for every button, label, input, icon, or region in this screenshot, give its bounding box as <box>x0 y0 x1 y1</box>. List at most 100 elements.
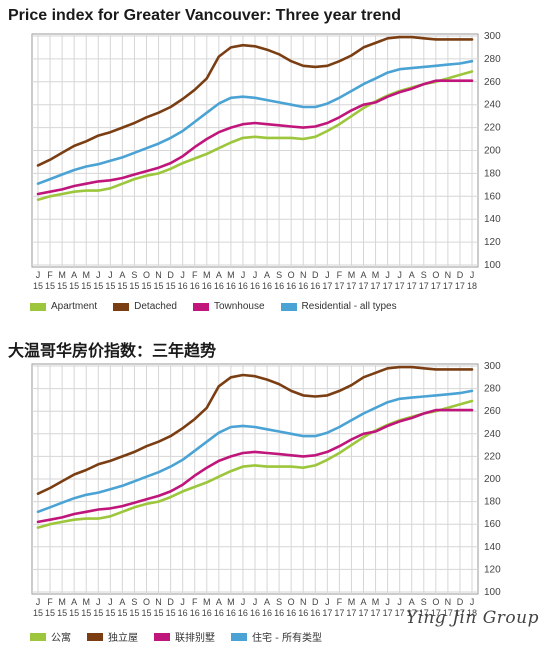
x-tick-year: 16 <box>190 608 200 618</box>
x-tick-year: 18 <box>467 608 477 618</box>
legend-chinese: 公寓 独立屋 联排别墅 住宅 - 所有类型 <box>30 629 322 644</box>
x-tick-month: S <box>131 597 137 607</box>
x-tick-month: M <box>58 597 66 607</box>
x-tick-year: 16 <box>226 608 236 618</box>
x-tick-month: O <box>143 597 150 607</box>
legend-label: Residential - all types <box>301 301 397 312</box>
legend-swatch <box>280 302 297 311</box>
legend-label: Townhouse <box>213 301 265 312</box>
x-tick-year: 17 <box>371 281 381 291</box>
x-tick-month: A <box>409 597 415 607</box>
legend-swatch <box>87 632 103 641</box>
x-tick-month: M <box>203 597 211 607</box>
x-tick-year: 17 <box>346 281 356 291</box>
x-tick-month: A <box>409 270 415 280</box>
x-tick-month: F <box>337 270 343 280</box>
x-tick-year: 16 <box>310 281 320 291</box>
legend-label: 独立屋 <box>108 633 138 644</box>
x-tick-year: 16 <box>286 281 296 291</box>
x-tick-year: 15 <box>117 608 127 618</box>
legend-swatch <box>30 632 46 641</box>
x-tick-month: M <box>227 597 235 607</box>
x-tick-year: 15 <box>81 281 91 291</box>
x-tick-month: D <box>167 270 174 280</box>
y-tick-label: 120 <box>484 237 501 248</box>
x-tick-month: A <box>216 270 222 280</box>
x-tick-year: 15 <box>105 608 115 618</box>
x-tick-month: F <box>47 270 53 280</box>
x-tick-month: N <box>155 597 162 607</box>
x-tick-year: 16 <box>178 608 188 618</box>
x-tick-month: J <box>96 270 101 280</box>
y-tick-label: 240 <box>484 429 501 440</box>
legend-label: 联排别墅 <box>175 633 215 644</box>
y-tick-label: 220 <box>484 123 501 134</box>
x-tick-year: 16 <box>310 608 320 618</box>
x-tick-year: 15 <box>69 281 79 291</box>
x-tick-month: J <box>108 597 113 607</box>
legend-item-townhouse: Townhouse <box>192 301 265 312</box>
x-tick-year: 15 <box>141 281 151 291</box>
legend-item-townhouse: 联排别墅 <box>154 629 215 644</box>
x-tick-month: F <box>192 597 198 607</box>
y-tick-label: 180 <box>484 497 501 508</box>
x-tick-year: 15 <box>45 281 55 291</box>
x-tick-month: S <box>276 270 282 280</box>
x-tick-year: 15 <box>105 281 115 291</box>
x-tick-month: J <box>397 597 402 607</box>
x-tick-month: A <box>71 270 77 280</box>
y-tick-label: 300 <box>484 361 501 372</box>
x-tick-month: M <box>82 597 90 607</box>
y-tick-label: 160 <box>484 191 501 202</box>
x-tick-year: 15 <box>154 608 164 618</box>
watermark-logo: Ying Jin Group <box>406 608 539 628</box>
price-index-chart-english: 100120140160180200220240260280300J15F15M… <box>31 31 501 291</box>
x-tick-month: D <box>457 270 464 280</box>
x-tick-month: J <box>470 270 475 280</box>
y-tick-label: 200 <box>484 474 501 485</box>
x-tick-month: J <box>470 597 475 607</box>
x-tick-year: 16 <box>214 608 224 618</box>
legend-swatch <box>231 632 247 641</box>
x-tick-month: J <box>108 270 113 280</box>
x-tick-month: N <box>300 597 307 607</box>
x-tick-year: 17 <box>371 608 381 618</box>
x-tick-month: A <box>264 597 270 607</box>
x-tick-year: 16 <box>250 281 260 291</box>
x-tick-year: 16 <box>238 281 248 291</box>
x-tick-year: 15 <box>45 608 55 618</box>
x-tick-year: 17 <box>431 608 441 618</box>
x-tick-month: J <box>385 597 390 607</box>
y-tick-label: 200 <box>484 146 501 157</box>
x-tick-month: M <box>348 270 356 280</box>
y-tick-label: 280 <box>484 384 501 395</box>
x-tick-month: J <box>241 270 246 280</box>
x-tick-month: M <box>372 270 380 280</box>
x-tick-month: J <box>385 270 390 280</box>
x-tick-month: J <box>96 597 101 607</box>
x-tick-month: J <box>325 270 330 280</box>
x-tick-year: 17 <box>395 608 405 618</box>
x-tick-year: 16 <box>190 281 200 291</box>
x-tick-month: J <box>36 597 41 607</box>
x-tick-month: A <box>119 597 125 607</box>
x-tick-month: M <box>58 270 66 280</box>
x-tick-month: N <box>445 597 452 607</box>
y-tick-label: 300 <box>484 31 501 42</box>
y-tick-label: 280 <box>484 54 501 65</box>
legend-label: Apartment <box>51 301 98 312</box>
x-tick-year: 17 <box>419 281 429 291</box>
x-tick-month: A <box>360 270 366 280</box>
x-tick-year: 17 <box>443 608 453 618</box>
x-tick-month: S <box>421 597 427 607</box>
x-tick-year: 16 <box>202 608 212 618</box>
x-tick-month: O <box>432 597 439 607</box>
x-tick-year: 17 <box>383 281 393 291</box>
x-tick-year: 17 <box>322 608 332 618</box>
x-tick-year: 17 <box>383 608 393 618</box>
y-tick-label: 240 <box>484 100 501 111</box>
x-tick-month: M <box>372 597 380 607</box>
chart-title-chinese: 大温哥华房价指数：三年趋势 <box>8 341 217 360</box>
x-tick-year: 16 <box>178 281 188 291</box>
x-tick-month: A <box>119 270 125 280</box>
